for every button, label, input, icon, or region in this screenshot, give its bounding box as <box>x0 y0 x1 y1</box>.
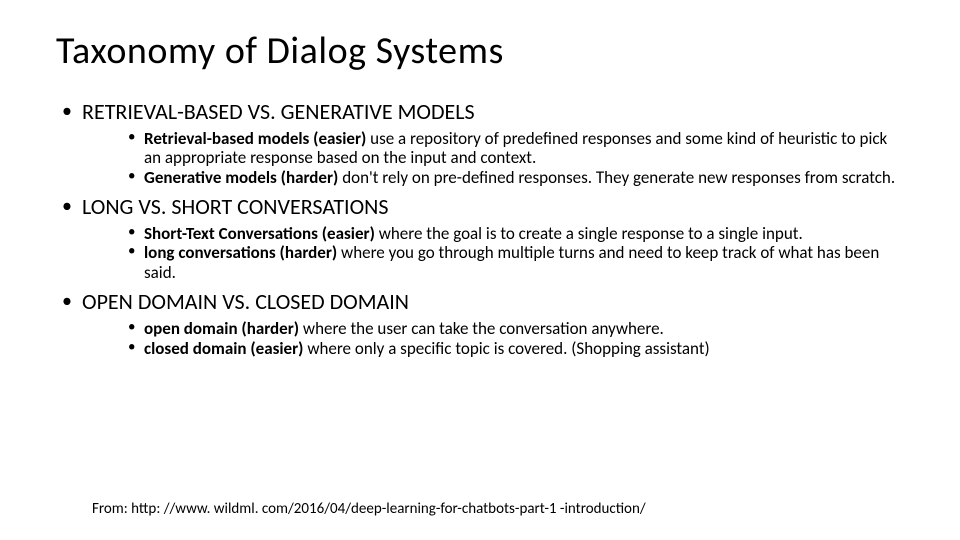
section-heading: LONG VS. SHORT CONVERSATIONS <box>56 193 904 222</box>
sub-item-lead: Short-Text Conversations (easier) <box>144 223 379 244</box>
source-attribution: From: http: //www. wildml. com/2016/04/d… <box>92 500 646 518</box>
sub-list: Short-Text Conversations (easier) where … <box>56 224 904 283</box>
sub-item-rest: where the goal is to create a single res… <box>379 223 803 244</box>
sub-item-lead: long conversations (harder) <box>144 242 341 263</box>
sub-item: Generative models (harder) don't rely on… <box>128 168 904 188</box>
slide-title: Taxonomy of Dialog Systems <box>56 28 904 74</box>
section-heading: RETRIEVAL-BASED VS. GENERATIVE MODELS <box>56 98 904 127</box>
sub-item: Retrieval-based models (easier) use a re… <box>128 129 904 168</box>
sub-item: long conversations (harder) where you go… <box>128 243 904 282</box>
sub-item-rest: where the user can take the conversation… <box>303 318 664 339</box>
sub-item: Short-Text Conversations (easier) where … <box>128 224 904 244</box>
section-long-short: LONG VS. SHORT CONVERSATIONS Short-Text … <box>56 193 904 282</box>
section-heading: OPEN DOMAIN VS. CLOSED DOMAIN <box>56 288 904 317</box>
section-open-closed: OPEN DOMAIN VS. CLOSED DOMAIN open domai… <box>56 288 904 358</box>
sub-list: open domain (harder) where the user can … <box>56 319 904 358</box>
sub-item-lead: Retrieval-based models (easier) <box>144 128 370 149</box>
sub-list: Retrieval-based models (easier) use a re… <box>56 129 904 188</box>
sub-item-lead: closed domain (easier) <box>144 338 307 359</box>
sub-item-lead: Generative models (harder) <box>144 167 342 188</box>
sub-item: open domain (harder) where the user can … <box>128 319 904 339</box>
sub-item: closed domain (easier) where only a spec… <box>128 339 904 359</box>
sub-item-lead: open domain (harder) <box>144 318 303 339</box>
sub-item-rest: don't rely on pre-defined responses. The… <box>342 167 895 188</box>
sub-item-rest: where only a specific topic is covered. … <box>307 338 709 359</box>
section-retrieval-generative: RETRIEVAL-BASED VS. GENERATIVE MODELS Re… <box>56 98 904 187</box>
